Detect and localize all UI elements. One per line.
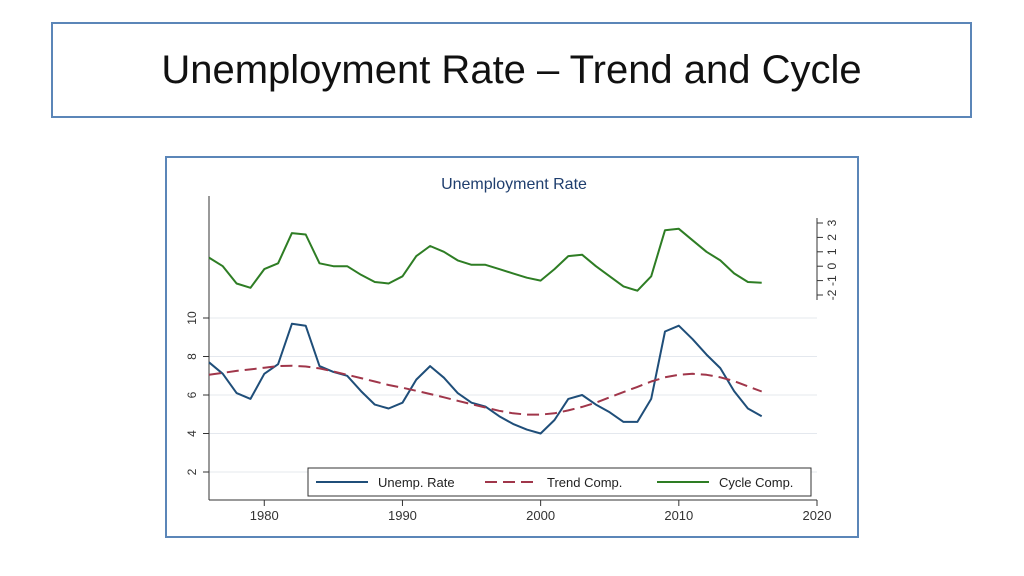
legend-box bbox=[307, 467, 812, 497]
chart-title: Unemployment Rate bbox=[441, 176, 587, 193]
series-line-trend-comp bbox=[208, 364, 763, 416]
x-tick-label: 2010 bbox=[664, 508, 693, 523]
left-tick-label: 6 bbox=[185, 391, 199, 398]
x-tick-label: 2000 bbox=[526, 508, 555, 523]
left-tick-label: 10 bbox=[185, 311, 199, 325]
axes: 2 4 6 8 10 -2 -1 0 1 2 3 1980 1990 2000 2010 2020 bbox=[185, 196, 839, 523]
right-tick-label: 1 bbox=[825, 248, 839, 255]
unemployment-chart: Unemployment Rate 2 4 6 8 10 -2 -1 0 1 2 3 1980 1990… bbox=[185, 176, 839, 523]
x-tick-label: 1980 bbox=[250, 508, 279, 523]
series-lines bbox=[208, 227, 763, 435]
right-tick-label: -1 bbox=[825, 275, 839, 286]
legend: Unemp. Rate Trend Comp. Cycle Comp. bbox=[307, 467, 812, 497]
x-tick-label: 2020 bbox=[803, 508, 832, 523]
grid-lines bbox=[209, 317, 817, 473]
slide-title: Unemployment Rate – Trend and Cycle bbox=[161, 47, 862, 92]
right-tick-label: 0 bbox=[825, 263, 839, 270]
left-tick-label: 4 bbox=[185, 430, 199, 437]
left-tick-label: 8 bbox=[185, 353, 199, 360]
series-line-unemp-rate bbox=[208, 322, 763, 435]
x-tick-label: 1990 bbox=[388, 508, 417, 523]
series-line-cycle-comp bbox=[208, 227, 762, 292]
left-tick-label: 2 bbox=[185, 468, 199, 475]
chart-frame: Unemployment Rate 2 4 6 8 10 -2 -1 0 1 2 3 1980 1990… bbox=[165, 156, 859, 538]
slide-title-box: Unemployment Rate – Trend and Cycle bbox=[51, 22, 972, 118]
legend-label: Cycle Comp. bbox=[719, 475, 793, 490]
right-tick-label: 3 bbox=[825, 219, 839, 226]
right-tick-label: -2 bbox=[825, 289, 839, 300]
legend-label: Trend Comp. bbox=[547, 475, 622, 490]
legend-label: Unemp. Rate bbox=[378, 475, 455, 490]
right-tick-label: 2 bbox=[825, 234, 839, 241]
